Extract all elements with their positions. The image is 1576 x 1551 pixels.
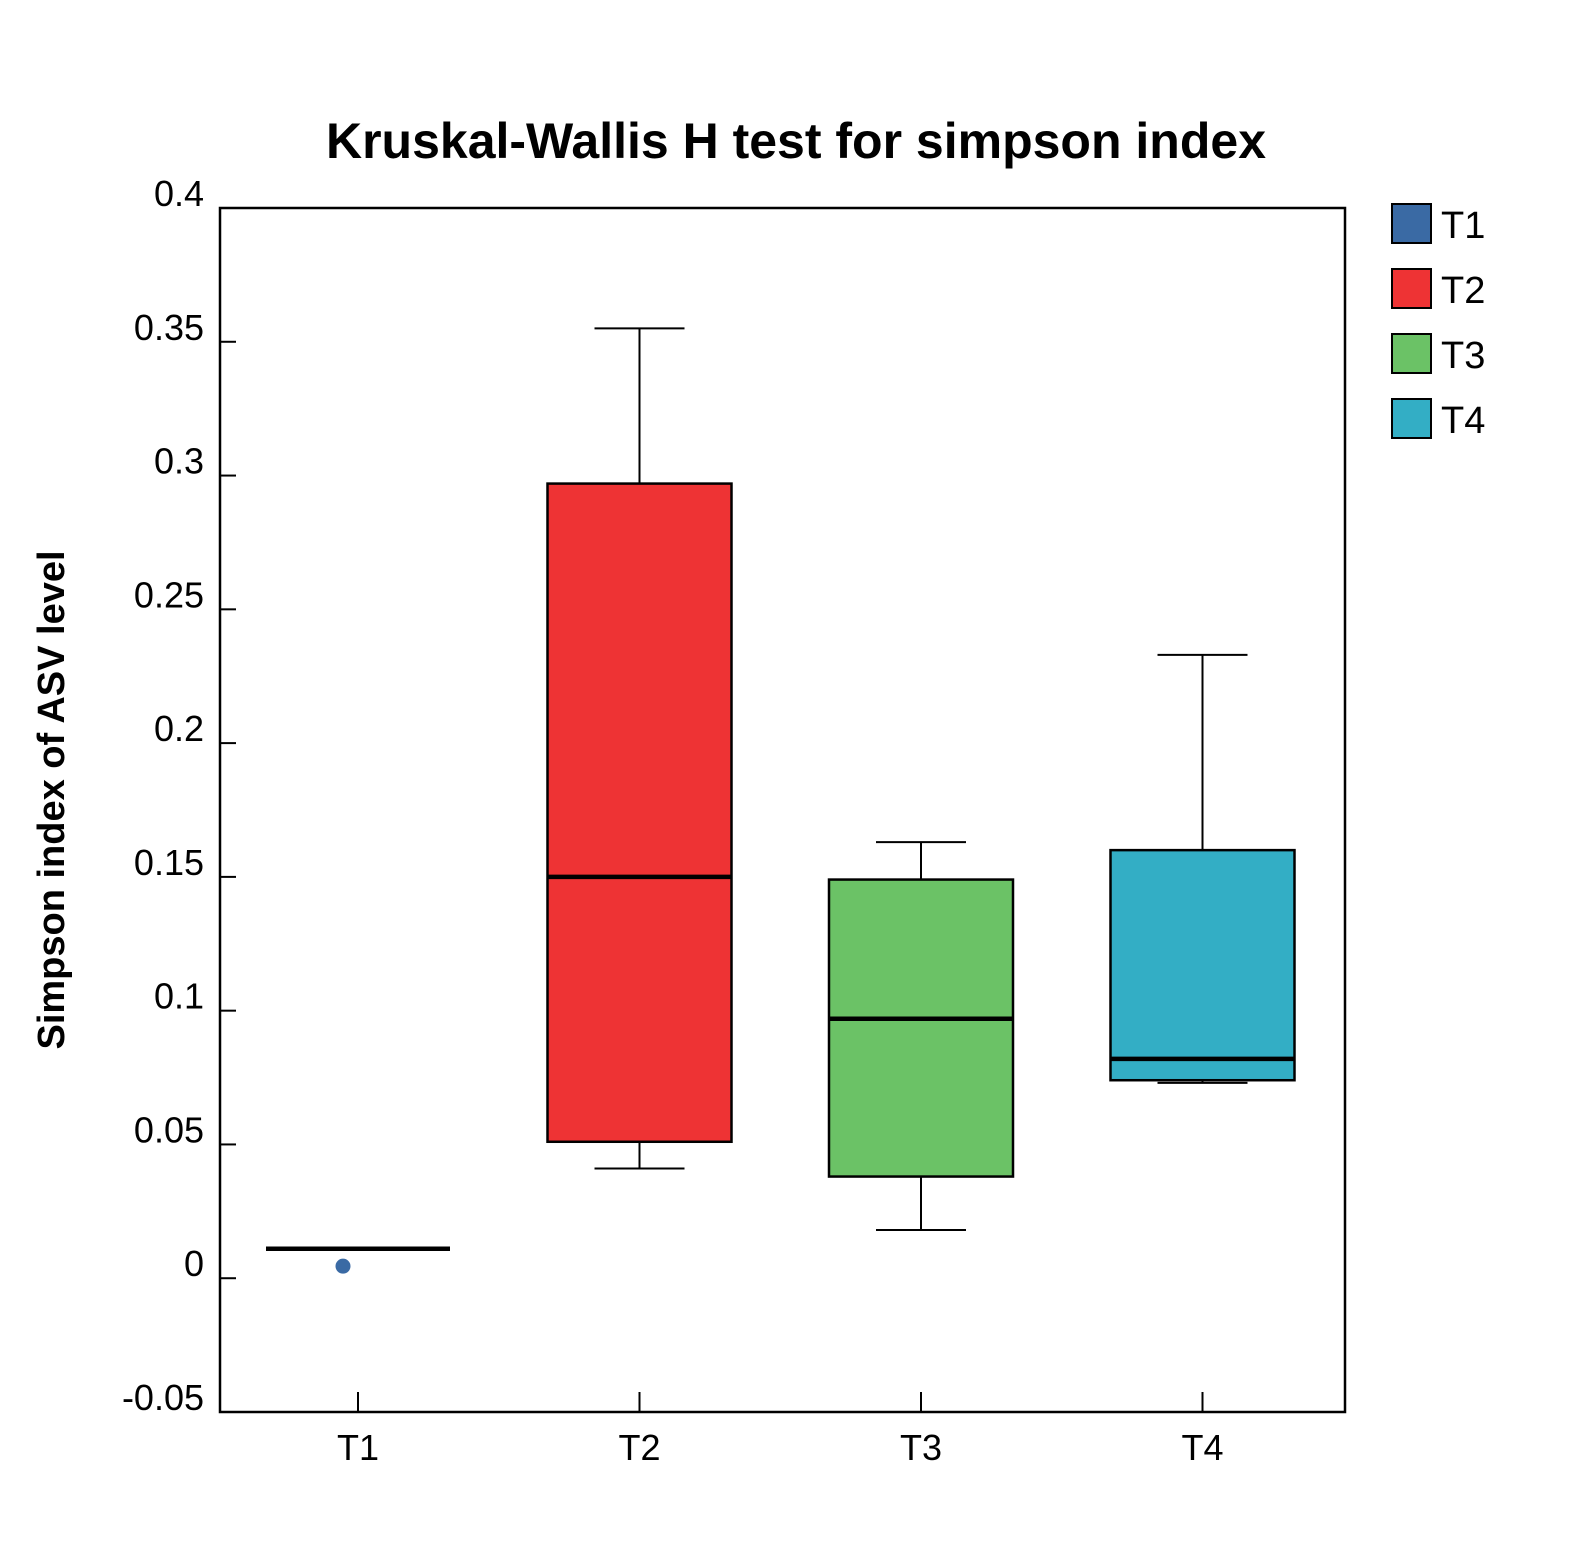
plot-area-frame <box>218 206 1347 1414</box>
legend-swatch-t4 <box>1391 398 1432 439</box>
x-tick-label: T3 <box>900 1427 942 1468</box>
box-iqr <box>546 482 733 1144</box>
outlier-point <box>335 1258 351 1274</box>
legend-swatch-t2 <box>1391 268 1432 309</box>
box-t4 <box>1109 653 1296 1084</box>
box-t3 <box>827 841 1015 1232</box>
y-tick-label: 0.3 <box>154 441 204 482</box>
legend-label-t4: T4 <box>1441 400 1485 442</box>
legend-label-t2: T2 <box>1441 270 1485 312</box>
box-iqr <box>1109 848 1296 1082</box>
box-group <box>266 327 1296 1274</box>
y-tick-label: 0.35 <box>134 307 204 348</box>
y-tick-label: 0.05 <box>134 1109 204 1150</box>
box-t2 <box>546 327 733 1170</box>
x-tick-label: T4 <box>1181 1427 1223 1468</box>
y-axis-label: Simpson index of ASV level <box>31 550 73 1049</box>
legend-swatch-t3 <box>1391 333 1432 374</box>
x-axis: T1 T2 T3 T4 <box>337 1392 1224 1468</box>
legend-label-t3: T3 <box>1441 335 1485 377</box>
y-tick-label: -0.05 <box>122 1377 204 1418</box>
y-tick-label: 0.15 <box>134 842 204 883</box>
legend-swatch-t1 <box>1391 203 1432 244</box>
y-tick-label: 0.4 <box>154 173 204 214</box>
box-iqr <box>827 878 1015 1178</box>
y-tick-label: 0.25 <box>134 574 204 615</box>
y-tick-label: 0.1 <box>154 976 204 1017</box>
y-tick-label: 0.2 <box>154 708 204 749</box>
legend: T1 T2 T3 T4 <box>1391 203 1485 442</box>
box-t1 <box>266 1246 450 1274</box>
x-tick-label: T1 <box>337 1427 379 1468</box>
x-tick-label: T2 <box>618 1427 660 1468</box>
y-tick-label: 0 <box>184 1243 204 1284</box>
y-axis: 0.4 0.35 0.3 0.25 0.2 0.15 0.1 0.05 0 -0.05 <box>122 173 236 1418</box>
chart-title: Kruskal-Wallis H test for simpson index <box>326 113 1266 169</box>
legend-label-t1: T1 <box>1441 205 1485 247</box>
